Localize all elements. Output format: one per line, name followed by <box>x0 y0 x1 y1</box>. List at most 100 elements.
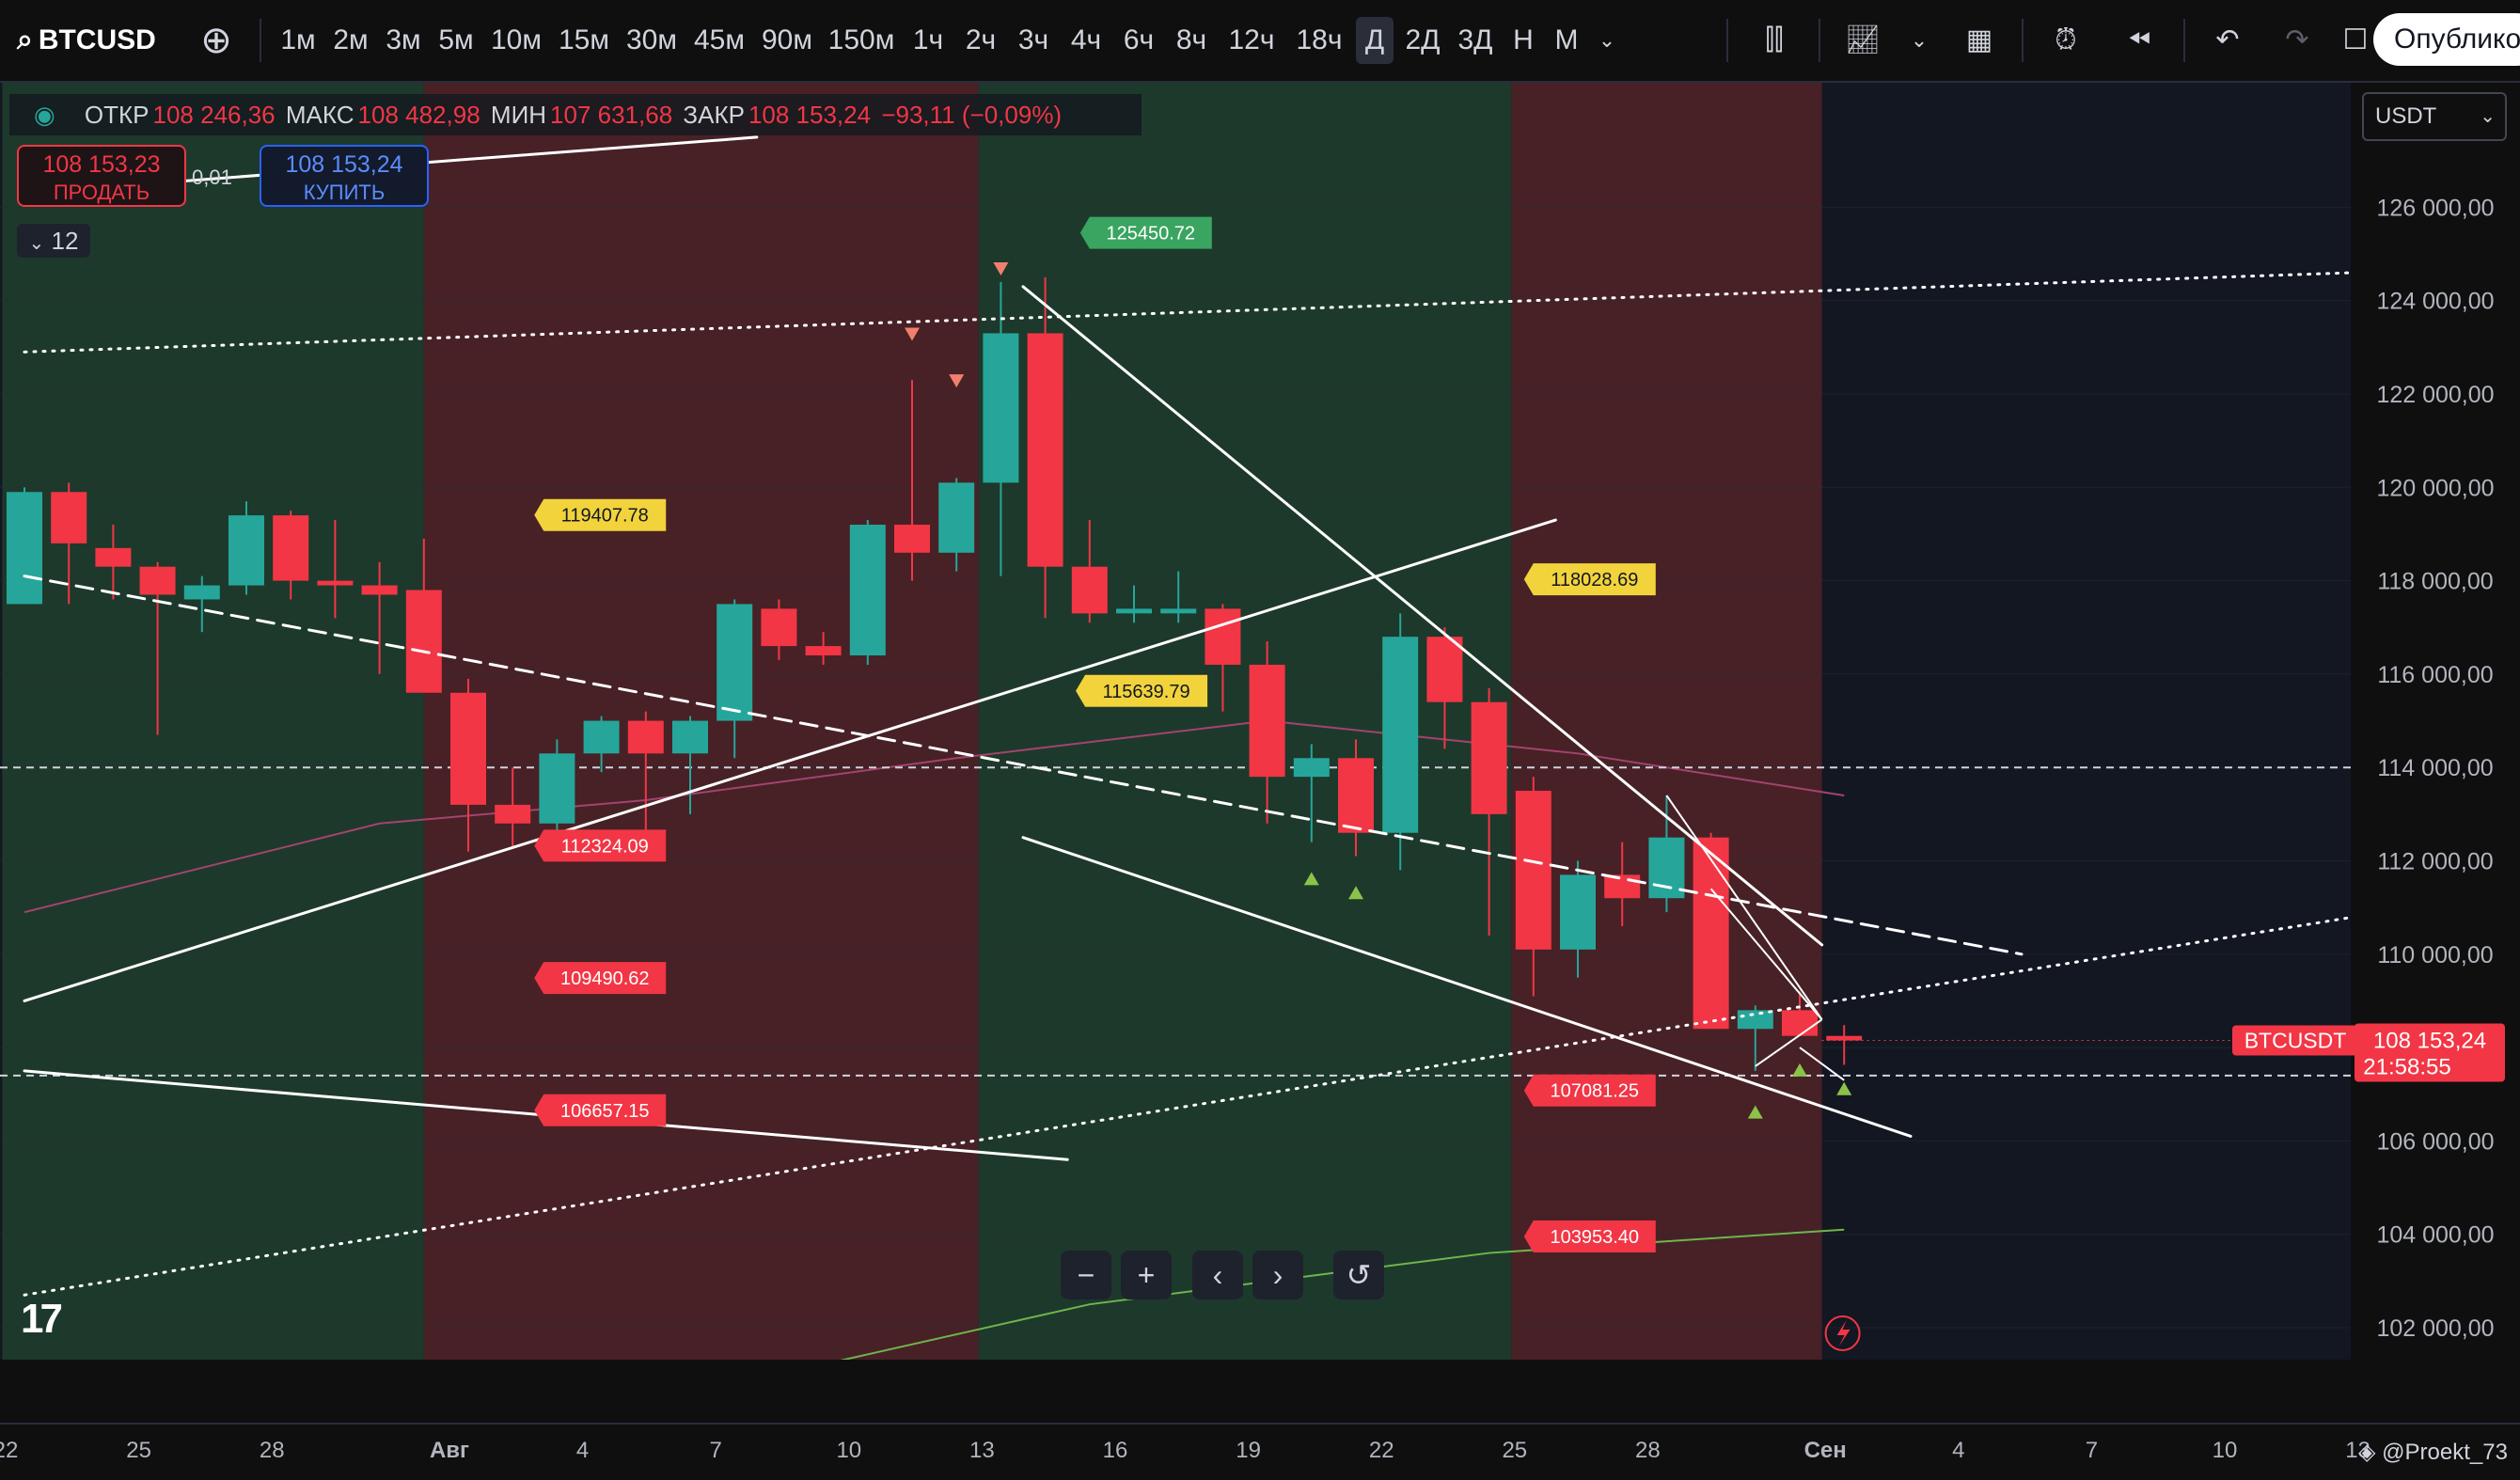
toolbar-divider <box>2022 19 2024 62</box>
tradingview-logo[interactable]: 17 <box>21 1296 63 1342</box>
interval-13[interactable]: 3ч <box>1017 24 1049 55</box>
rising-support <box>23 518 1557 1002</box>
layout-icon[interactable]: ▦ <box>1965 24 1993 55</box>
currency-value: USDT <box>2375 103 2437 129</box>
candle-body <box>1382 637 1419 833</box>
candle-body <box>672 720 708 754</box>
price-label: 103953.40 <box>1523 1220 1656 1253</box>
price-label-text: 109490.62 <box>560 968 650 989</box>
y-tick-label: 116 000,00 <box>2377 662 2493 688</box>
spread-value: 0,01 <box>192 165 232 189</box>
candle-body <box>273 515 309 581</box>
candles-icon[interactable]: ⫿⫿ <box>1765 24 1784 55</box>
x-tick-label: 13 <box>2345 1438 2370 1463</box>
low-label: МИН <box>490 101 547 129</box>
undo-icon[interactable]: ↶ <box>2215 24 2240 55</box>
publish-button[interactable]: Опублико <box>2373 13 2520 66</box>
signal-marker-up <box>1348 886 1363 900</box>
candle-body <box>761 608 797 647</box>
reset-chart-button[interactable]: ↺ <box>1333 1251 1384 1299</box>
candle-body <box>95 547 132 567</box>
interval-2[interactable]: 2м <box>333 24 369 55</box>
y-tick-label: 104 000,00 <box>2376 1222 2494 1249</box>
high-label: МАКС <box>285 101 354 129</box>
sell-button[interactable]: 108 153,23 ПРОДАТЬ <box>17 145 186 207</box>
price-label: 109490.62 <box>534 962 667 995</box>
buy-button[interactable]: 108 153,24 КУПИТЬ <box>260 145 429 207</box>
indicators-count: 12 <box>51 227 79 255</box>
chevron-down-icon[interactable]: ⌄ <box>1910 28 1929 52</box>
price-label: 125450.72 <box>1079 216 1212 249</box>
symbol-search[interactable]: ⌕ BTCUSD <box>17 17 156 64</box>
interval-17[interactable]: 12ч <box>1228 24 1275 55</box>
zone-bull-1 <box>2 83 424 1360</box>
interval-22[interactable]: Н <box>1513 24 1534 55</box>
price-chart[interactable]: 125450.72 119407.78 118028.69 115639.79 1123… <box>0 83 2520 1480</box>
price-label-text: 103953.40 <box>1551 1227 1640 1248</box>
alert-icon[interactable]: ⏰︎ <box>2055 24 2077 55</box>
candle-body <box>317 580 354 586</box>
candle-body <box>983 333 1019 483</box>
candle-body <box>1604 874 1641 899</box>
interval-4[interactable]: 5м <box>438 24 474 55</box>
interval-18[interactable]: 18ч <box>1296 24 1343 55</box>
zoom-out-button[interactable]: − <box>1061 1251 1111 1299</box>
candle-body <box>1782 1010 1818 1036</box>
fullscreen-icon[interactable]: ☐ <box>2342 24 2369 55</box>
x-tick-label: 13 <box>969 1438 995 1463</box>
candle-body <box>1205 608 1241 665</box>
ma-pink <box>24 719 1845 914</box>
compare-add-icon[interactable]: ⊕ <box>200 20 232 61</box>
redo-icon[interactable]: ↷ <box>2285 24 2309 55</box>
price-tag-countdown: 21:58:55 <box>2363 1054 2450 1079</box>
interval-3[interactable]: 3м <box>386 24 421 55</box>
candle-body <box>1071 566 1108 614</box>
candle-body <box>938 482 975 553</box>
interval-9[interactable]: 90м <box>762 24 812 55</box>
interval-6[interactable]: 15м <box>559 24 609 55</box>
interval-8[interactable]: 45м <box>694 24 745 55</box>
price-label-text: 125450.72 <box>1107 224 1196 244</box>
candle-body <box>849 525 886 656</box>
interval-20[interactable]: 2Д <box>1405 24 1441 55</box>
scroll-right-button[interactable]: › <box>1252 1251 1303 1299</box>
indicators-toggle[interactable]: ⌄ 12 <box>17 224 90 258</box>
interval-5[interactable]: 10м <box>491 24 542 55</box>
interval-15[interactable]: 6ч <box>1123 24 1155 55</box>
change-value: −93,11 (−0,09%) <box>881 101 1063 129</box>
candle-body <box>717 604 753 721</box>
currency-select[interactable]: USDT ⌄ <box>2362 92 2507 141</box>
toolbar-divider <box>1819 19 1820 62</box>
lower-wedge <box>1021 836 1913 1138</box>
interval-16[interactable]: 8ч <box>1175 24 1207 55</box>
interval-10[interactable]: 150м <box>827 24 895 55</box>
candle-body <box>539 753 575 824</box>
interval-23[interactable]: М <box>1554 24 1579 55</box>
candle-body <box>1116 608 1152 614</box>
signal-marker-up <box>1792 1063 1807 1077</box>
price-axis <box>2351 83 2520 1360</box>
price-label-text: 115639.79 <box>1103 682 1190 702</box>
candle-body <box>139 566 176 595</box>
x-tick-label: Авг <box>430 1438 469 1463</box>
chevron-down-icon[interactable]: ⌄ <box>1598 28 1616 52</box>
interval-14[interactable]: 4ч <box>1070 24 1102 55</box>
interval-1[interactable]: 1м <box>280 24 316 55</box>
x-tick-label: 10 <box>836 1438 861 1463</box>
interval-7[interactable]: 30м <box>626 24 677 55</box>
ohlc-legend: ◉ ОТКР 108 246,36 МАКС 108 482,98 МИН 107 6… <box>9 94 1142 135</box>
interval-21[interactable]: 3Д <box>1457 24 1493 55</box>
price-label-bg <box>1079 216 1212 249</box>
interval-19[interactable]: Д <box>1356 17 1394 64</box>
interval-11[interactable]: 1ч <box>912 24 944 55</box>
candle-body <box>894 525 930 553</box>
zoom-in-button[interactable]: + <box>1121 1251 1172 1299</box>
search-icon: ⌕ <box>17 24 33 55</box>
price-label-bg <box>1523 563 1656 596</box>
replay-icon[interactable]: ⏪︎ <box>2128 24 2150 55</box>
price-tag-symbol: BTCUSDT <box>2244 1028 2347 1052</box>
interval-12[interactable]: 2ч <box>965 24 997 55</box>
scroll-left-button[interactable]: ‹ <box>1192 1251 1243 1299</box>
indicators-icon[interactable]: 📈︎ <box>1844 24 1882 55</box>
